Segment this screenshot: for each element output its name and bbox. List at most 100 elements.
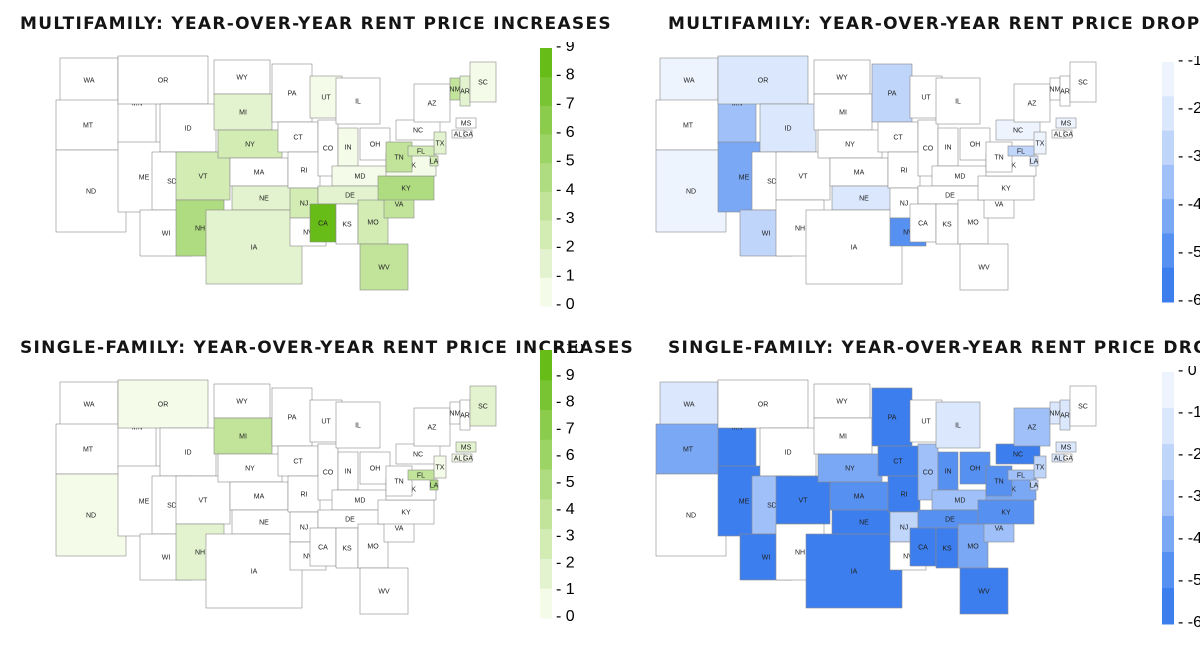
state-label: MA bbox=[854, 170, 865, 177]
state-label: NE bbox=[859, 196, 869, 203]
state-ri bbox=[463, 453, 473, 463]
state-label: WA bbox=[83, 402, 94, 409]
state-label: IL bbox=[355, 99, 361, 106]
state-label: NH bbox=[195, 226, 205, 233]
colorbar-tick: - 7 bbox=[556, 95, 575, 112]
state-label: ME bbox=[139, 175, 150, 182]
state-label: CT bbox=[893, 459, 903, 466]
state-label: MS bbox=[461, 121, 472, 128]
state-label: NY bbox=[845, 142, 855, 149]
state-label: AL bbox=[454, 456, 463, 463]
state-label: NJ bbox=[300, 201, 309, 208]
state-me bbox=[469, 385, 497, 427]
state-ok bbox=[231, 509, 297, 535]
state-tx bbox=[805, 533, 903, 609]
state-label: ME bbox=[739, 499, 750, 506]
state-ga bbox=[357, 523, 389, 569]
state-ks bbox=[829, 157, 889, 187]
state-label: OH bbox=[970, 142, 981, 149]
state-label: FL bbox=[1017, 473, 1025, 480]
state-label: WI bbox=[162, 231, 171, 238]
state-label: PA bbox=[288, 415, 297, 422]
state-label: UT bbox=[921, 419, 931, 426]
state-mo bbox=[287, 151, 321, 189]
chart-title: SINGLE-FAMILY: YEAR-OVER-YEAR RENT PRICE… bbox=[668, 338, 1200, 358]
state-mi bbox=[935, 401, 981, 449]
colorbar-swatch bbox=[540, 498, 552, 530]
state-mt bbox=[717, 379, 809, 429]
chart-title: MULTIFAMILY: YEAR-OVER-YEAR RENT PRICE I… bbox=[20, 14, 612, 34]
state-label: KY bbox=[401, 186, 411, 193]
state-label: UT bbox=[321, 95, 331, 102]
state-ms bbox=[909, 527, 937, 567]
state-label: ND bbox=[86, 189, 96, 196]
state-ok bbox=[831, 185, 897, 211]
colorbar-swatch bbox=[1162, 588, 1174, 625]
state-mt bbox=[717, 55, 809, 105]
state-label: ND bbox=[686, 513, 696, 520]
state-ma bbox=[455, 117, 477, 129]
state-mn bbox=[271, 387, 313, 447]
state-wa bbox=[59, 381, 119, 427]
state-label: PA bbox=[888, 415, 897, 422]
state-label: NH bbox=[795, 550, 805, 557]
state-label: LA bbox=[1030, 483, 1039, 490]
state-oh bbox=[359, 451, 391, 485]
state-ia bbox=[277, 445, 319, 477]
colorbar-tick: - 2 bbox=[556, 554, 575, 571]
state-label: NE bbox=[859, 520, 869, 527]
state-mi bbox=[935, 77, 981, 125]
state-label: WY bbox=[836, 75, 848, 82]
state-label: NJ bbox=[300, 525, 309, 532]
state-label: GA bbox=[1063, 132, 1073, 139]
state-label: DE bbox=[945, 193, 955, 200]
colorbar-tick: - 4 bbox=[556, 501, 575, 518]
state-label: FL bbox=[417, 473, 425, 480]
colorbar: - -1- -2- -3- -4- -5- -6YoY % growth bbox=[1162, 56, 1200, 309]
state-label: WI bbox=[762, 231, 771, 238]
state-sd bbox=[213, 93, 273, 131]
state-label: GA bbox=[463, 132, 473, 139]
state-mo bbox=[887, 475, 921, 513]
state-label: TN bbox=[394, 479, 403, 486]
state-label: TX bbox=[1036, 465, 1045, 472]
state-label: RI bbox=[901, 168, 908, 175]
state-label: OH bbox=[970, 466, 981, 473]
state-label: VT bbox=[199, 498, 209, 505]
state-label: WA bbox=[683, 78, 694, 85]
colorbar-swatch bbox=[1162, 480, 1174, 517]
state-me bbox=[1069, 61, 1097, 103]
state-label: ID bbox=[785, 126, 792, 133]
state-label: NC bbox=[1013, 128, 1023, 135]
colorbar-tick: - 10 bbox=[556, 344, 584, 357]
state-label: MI bbox=[839, 434, 847, 441]
state-label: LA bbox=[430, 483, 439, 490]
state-label: MT bbox=[683, 123, 694, 130]
state-label: MO bbox=[367, 220, 379, 227]
state-label: MS bbox=[1061, 121, 1072, 128]
state-me bbox=[469, 61, 497, 103]
state-ma bbox=[455, 441, 477, 453]
state-label: ID bbox=[785, 450, 792, 457]
state-label: LA bbox=[430, 159, 439, 166]
colorbar-swatch bbox=[540, 48, 552, 78]
state-label: IL bbox=[955, 423, 961, 430]
state-label: CO bbox=[923, 470, 934, 477]
state-label: AZ bbox=[1028, 425, 1038, 432]
state-label: NV bbox=[903, 554, 913, 561]
state-label: ND bbox=[86, 513, 96, 520]
state-label: WV bbox=[378, 265, 390, 272]
chart-title: SINGLE-FAMILY: YEAR-OVER-YEAR RENT PRICE… bbox=[20, 338, 635, 358]
colorbar: - 0- 1- 2- 3- 4- 5- 6- 7- 8- 9- 10YoY % … bbox=[540, 344, 584, 625]
state-label: MI bbox=[839, 110, 847, 117]
colorbar-tick: - -3 bbox=[1178, 488, 1200, 505]
state-label: NC bbox=[413, 452, 423, 459]
state-ok bbox=[231, 185, 297, 211]
state-label: KS bbox=[942, 222, 952, 229]
state-nd bbox=[213, 59, 271, 95]
colorbar-tick: - -6 bbox=[1178, 614, 1200, 631]
panel-multifamily-drops: MULTIFAMILY: YEAR-OVER-YEAR RENT PRICE D… bbox=[600, 0, 1200, 324]
state-label: NC bbox=[1013, 452, 1023, 459]
state-label: NH bbox=[195, 550, 205, 557]
state-label: LA bbox=[1030, 159, 1039, 166]
